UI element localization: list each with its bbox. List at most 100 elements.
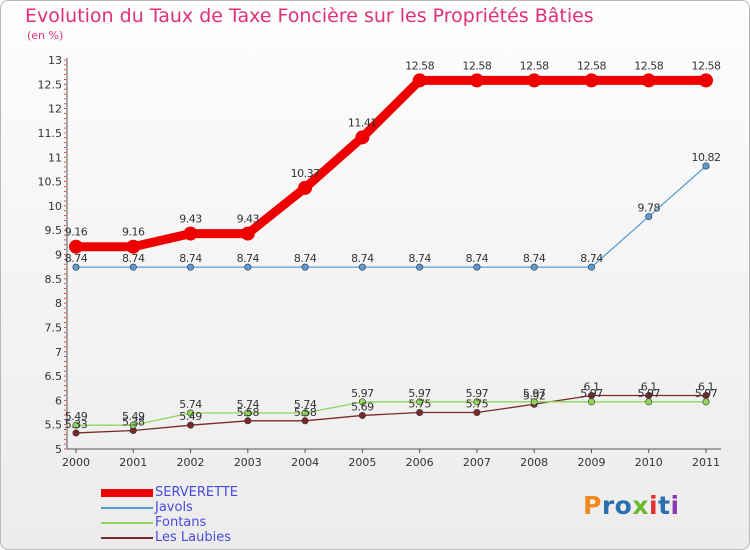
data-label: 9.16 xyxy=(122,226,145,239)
x-tick-label: 2011 xyxy=(692,456,720,469)
y-tick-label: 13 xyxy=(48,54,62,67)
data-point xyxy=(126,239,141,254)
data-label: 12.58 xyxy=(692,59,721,72)
data-point xyxy=(72,429,80,437)
x-tick-label: 2009 xyxy=(577,456,605,469)
data-point xyxy=(473,263,481,271)
data-point xyxy=(587,398,595,406)
x-tick-label: 2000 xyxy=(62,456,90,469)
data-label: 9.43 xyxy=(179,213,202,226)
chart-title: Evolution du Taux de Taxe Foncière sur l… xyxy=(25,5,594,27)
data-label: 8.74 xyxy=(294,252,317,265)
logo-letter: r xyxy=(601,491,615,520)
data-point xyxy=(72,421,80,429)
data-point xyxy=(473,409,481,417)
data-point xyxy=(72,263,80,271)
x-tick-label: 2001 xyxy=(119,456,147,469)
data-point xyxy=(527,73,542,88)
y-tick-label: 11 xyxy=(48,151,62,164)
data-point xyxy=(699,73,713,88)
legend-label: Les Laubies xyxy=(155,530,232,545)
data-point xyxy=(416,263,424,271)
x-tick-label: 2006 xyxy=(406,456,434,469)
logo-letter: i xyxy=(670,491,680,520)
data-point xyxy=(301,417,309,425)
data-label: 8.74 xyxy=(65,252,88,265)
data-point xyxy=(469,73,484,88)
data-label: 5.97 xyxy=(351,387,374,400)
data-label: 8.74 xyxy=(466,252,489,265)
data-label: 5.74 xyxy=(294,398,317,411)
data-point xyxy=(187,263,195,271)
data-label: 8.74 xyxy=(122,252,145,265)
data-point xyxy=(358,263,366,271)
data-point xyxy=(301,263,309,271)
data-label: 12.58 xyxy=(577,59,606,72)
data-label: 10.82 xyxy=(692,151,721,164)
data-label: 12.58 xyxy=(462,59,491,72)
data-label: 8.74 xyxy=(523,252,546,265)
data-label: 5.97 xyxy=(695,387,718,400)
data-label: 8.74 xyxy=(237,252,260,265)
data-point xyxy=(416,398,424,406)
data-point xyxy=(240,226,255,241)
data-point xyxy=(587,263,595,271)
y-tick-label: 12 xyxy=(48,103,62,116)
unit-label: (en %) xyxy=(27,29,64,42)
x-tick-label: 2003 xyxy=(234,456,262,469)
y-tick-label: 5 xyxy=(55,443,62,456)
y-tick-label: 7 xyxy=(55,346,62,359)
legend-label: Fontans xyxy=(155,515,207,530)
legend-swatch-fontans xyxy=(101,521,153,524)
x-tick-label: 2002 xyxy=(177,456,205,469)
data-label: 12.58 xyxy=(634,59,663,72)
data-point xyxy=(355,130,370,145)
data-point xyxy=(641,73,656,88)
data-label: 9.78 xyxy=(637,202,660,215)
data-label: 5.33 xyxy=(65,418,88,431)
legend-item-fontans: Fontans xyxy=(101,515,238,530)
data-label: 8.74 xyxy=(179,252,202,265)
data-label: 8.74 xyxy=(580,252,603,265)
data-point xyxy=(183,226,198,241)
data-label: 6.1 xyxy=(583,381,599,394)
y-tick-label: 5.5 xyxy=(45,419,63,432)
logo-letter: x xyxy=(632,491,649,520)
data-point xyxy=(530,263,538,271)
x-tick-label: 2010 xyxy=(635,456,663,469)
data-point xyxy=(530,398,538,406)
data-label: 5.58 xyxy=(237,406,260,419)
legend-item-les-laubies: Les Laubies xyxy=(101,530,238,545)
data-point xyxy=(298,180,313,195)
data-label: 8.74 xyxy=(408,252,431,265)
legend-label: SERVERETTE xyxy=(155,485,239,500)
y-tick-label: 9.5 xyxy=(45,224,63,237)
data-point xyxy=(129,421,137,429)
y-tick-label: 10 xyxy=(48,200,62,213)
data-point xyxy=(412,73,427,88)
data-label: 12.58 xyxy=(520,59,549,72)
data-point xyxy=(702,162,710,170)
data-label: 11.41 xyxy=(348,116,377,129)
y-tick-label: 8.5 xyxy=(45,273,63,286)
data-label: 6.1 xyxy=(698,381,714,394)
data-label: 5.97 xyxy=(637,387,660,400)
data-label: 5.58 xyxy=(294,406,317,419)
data-label: 5.97 xyxy=(408,387,431,400)
data-point xyxy=(69,239,83,254)
data-label: 9.16 xyxy=(65,226,88,239)
y-tick-label: 11.5 xyxy=(38,127,63,140)
data-label: 5.69 xyxy=(351,400,374,413)
data-label: 5.75 xyxy=(408,398,431,411)
data-label: 5.49 xyxy=(65,410,88,423)
data-point xyxy=(358,398,366,406)
legend-swatch-javols xyxy=(101,506,153,509)
data-point xyxy=(244,417,252,425)
data-point xyxy=(645,398,653,406)
data-label: 5.49 xyxy=(179,410,202,423)
data-label: 5.97 xyxy=(580,387,603,400)
series-line-fontans xyxy=(75,401,707,426)
data-label: 5.97 xyxy=(523,387,546,400)
